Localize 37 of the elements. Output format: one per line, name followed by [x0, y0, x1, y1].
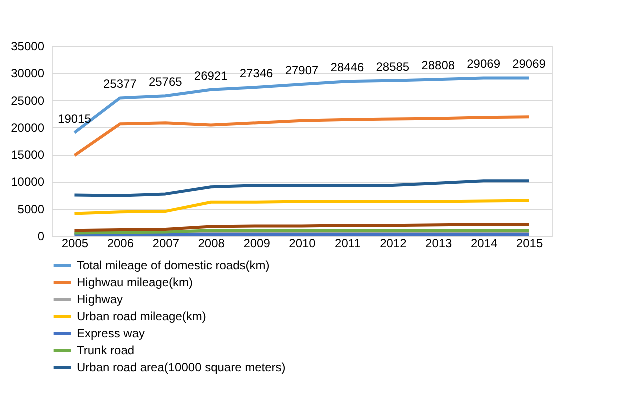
data-label: 19015 — [58, 112, 92, 126]
x-tick-label: 2012 — [380, 236, 408, 250]
data-label: 27346 — [240, 66, 274, 81]
data-label: 29069 — [512, 57, 546, 72]
legend-label: Total mileage of domestic roads(km) — [77, 258, 270, 272]
x-tick-label: 2010 — [289, 236, 316, 250]
y-tick-label: 5000 — [18, 202, 45, 216]
legend-label: Highwau mileage(km) — [77, 276, 194, 290]
data-label: 27907 — [285, 64, 320, 78]
legend-label: Urban road mileage(km) — [77, 310, 206, 324]
x-tick-label: 2011 — [335, 236, 362, 250]
y-tick-label: 25000 — [11, 94, 45, 108]
legend-label: Trunk road — [77, 344, 135, 358]
data-label: 25377 — [103, 77, 138, 92]
x-tick-label: 2014 — [470, 236, 498, 250]
legend-label: Highway — [77, 292, 124, 306]
y-tick-label: 15000 — [11, 148, 45, 162]
y-tick-label: 30000 — [11, 66, 45, 81]
x-tick-label: 2008 — [198, 236, 226, 250]
x-tick-label: 2009 — [244, 236, 271, 250]
y-tick-label: 35000 — [11, 40, 45, 54]
data-label: 26921 — [194, 68, 228, 83]
data-label: 28446 — [330, 60, 364, 75]
y-tick-label: 10000 — [11, 175, 45, 190]
data-label: 28585 — [376, 60, 410, 74]
x-tick-label: 2007 — [152, 236, 180, 250]
data-label: 25765 — [148, 75, 183, 90]
data-label: 29069 — [467, 57, 501, 72]
x-tick-label: 2006 — [107, 236, 134, 250]
y-tick-label: 20000 — [11, 120, 45, 135]
y-tick-label: 0 — [38, 230, 45, 244]
x-tick-label: 2013 — [426, 236, 453, 250]
legend-label: Express way — [77, 326, 146, 340]
x-tick-label: 2015 — [516, 236, 544, 250]
data-label: 28808 — [422, 58, 456, 73]
x-tick-label: 2005 — [62, 236, 89, 250]
legend-label: Urban road area(10000 square meters) — [77, 360, 286, 374]
